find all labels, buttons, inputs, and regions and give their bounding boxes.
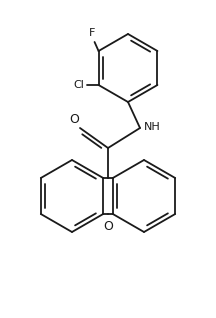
Text: NH: NH — [144, 122, 161, 132]
Text: F: F — [89, 28, 96, 38]
Text: O: O — [69, 113, 79, 126]
Text: O: O — [103, 220, 113, 233]
Text: Cl: Cl — [74, 80, 84, 90]
